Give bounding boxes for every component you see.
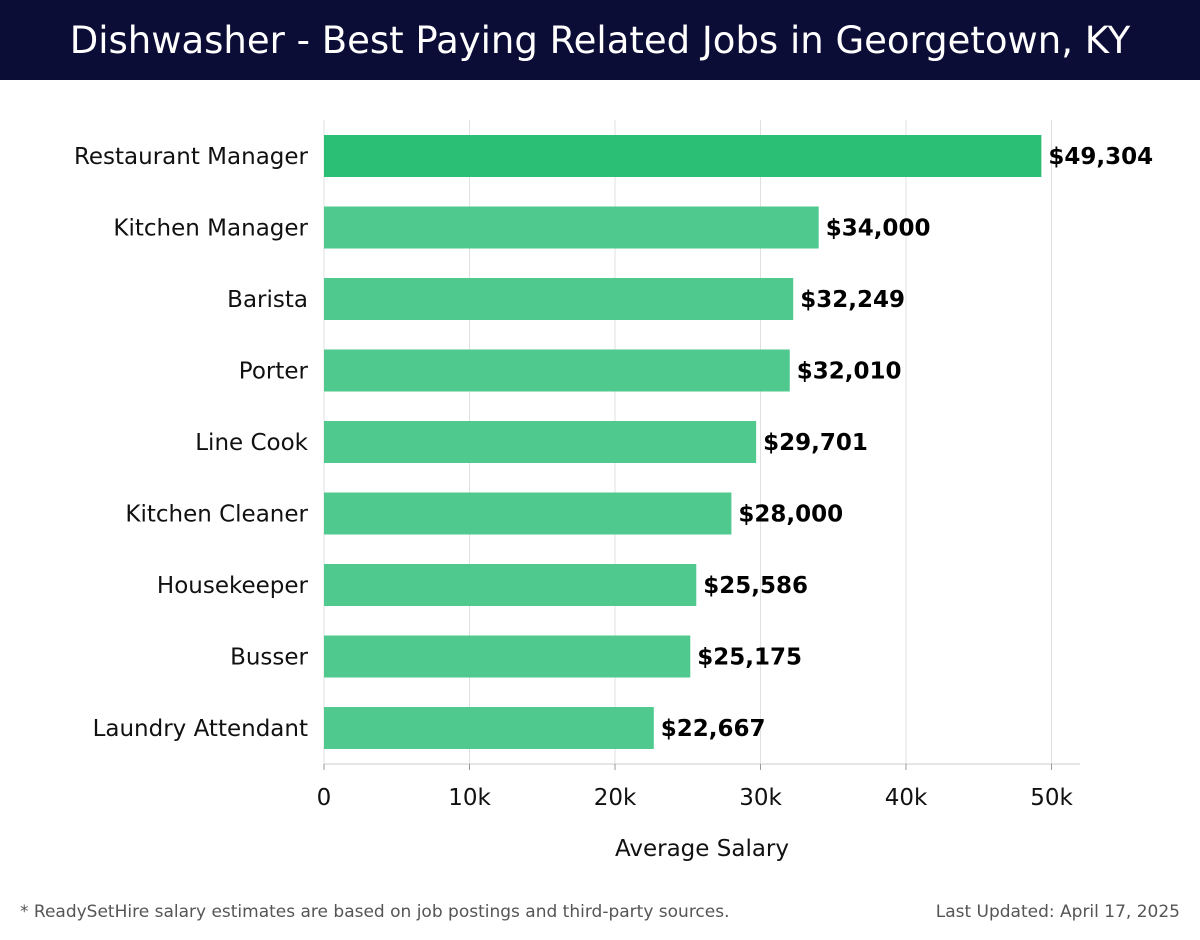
value-label: $22,667 <box>661 716 766 742</box>
x-tick-label: 40k <box>885 785 928 811</box>
x-tick-label: 20k <box>594 785 637 811</box>
x-axis-title: Average Salary <box>615 836 789 862</box>
category-label: Busser <box>230 645 308 671</box>
category-label: Kitchen Manager <box>113 216 308 242</box>
bar <box>324 278 794 320</box>
bar <box>324 421 757 463</box>
bar <box>324 206 819 249</box>
value-label: $28,000 <box>738 502 843 528</box>
last-updated: Last Updated: April 17, 2025 <box>935 902 1180 922</box>
value-label: $32,249 <box>800 287 905 313</box>
value-label: $32,010 <box>797 359 902 385</box>
bar <box>324 349 790 392</box>
category-label: Laundry Attendant <box>93 716 308 742</box>
value-label: $29,701 <box>763 430 868 456</box>
value-label: $25,175 <box>697 645 802 671</box>
bar <box>324 492 732 535</box>
value-label: $25,586 <box>703 573 808 599</box>
bar <box>324 564 697 606</box>
x-tick-label: 30k <box>739 785 782 811</box>
chart-title: Dishwasher - Best Paying Related Jobs in… <box>69 18 1131 62</box>
category-label: Line Cook <box>195 430 308 456</box>
value-label: $34,000 <box>826 216 931 242</box>
category-label: Housekeeper <box>157 573 309 599</box>
x-tick-label: 50k <box>1030 785 1073 811</box>
category-label: Restaurant Manager <box>74 144 309 170</box>
title-bar: Dishwasher - Best Paying Related Jobs in… <box>0 0 1200 80</box>
bar <box>324 635 691 678</box>
category-label: Barista <box>227 287 308 313</box>
footer-note: * ReadySetHire salary estimates are base… <box>20 902 730 922</box>
category-label: Porter <box>239 359 309 385</box>
x-tick-label: 0 <box>317 785 332 811</box>
bar <box>324 135 1042 177</box>
value-label: $49,304 <box>1048 144 1153 170</box>
bar <box>324 707 654 749</box>
x-tick-label: 10k <box>448 785 491 811</box>
category-label: Kitchen Cleaner <box>125 502 308 528</box>
